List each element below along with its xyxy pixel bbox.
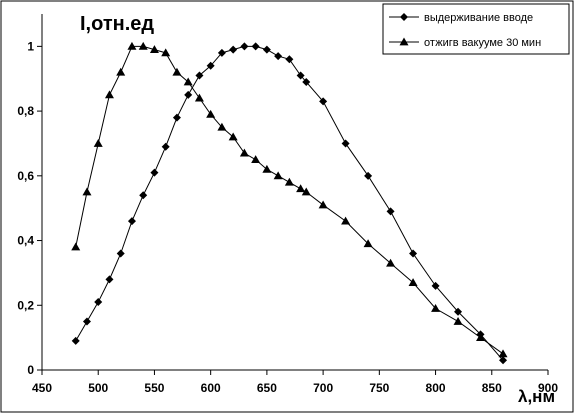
- data-point: [149, 45, 159, 53]
- legend-label: выдерживание вводе: [424, 12, 533, 24]
- data-point: [386, 258, 396, 267]
- data-point: [454, 307, 463, 316]
- data-point: [172, 113, 181, 122]
- data-point: [341, 216, 351, 225]
- x-tick-label: 500: [88, 381, 108, 395]
- data-point: [284, 177, 294, 186]
- data-point: [229, 45, 238, 54]
- data-point: [431, 304, 441, 312]
- x-tick-label: 750: [369, 381, 389, 395]
- data-point: [183, 77, 193, 86]
- data-point: [319, 97, 328, 106]
- data-point: [93, 138, 103, 147]
- data-point: [341, 139, 350, 148]
- data-point: [431, 281, 440, 290]
- series-1: [71, 42, 508, 365]
- legend-marker: [399, 37, 409, 46]
- data-point: [262, 164, 272, 173]
- data-point: [139, 191, 148, 200]
- data-point: [386, 207, 395, 216]
- data-point: [94, 298, 103, 307]
- data-point: [127, 217, 136, 226]
- legend-marker: [400, 13, 408, 21]
- data-point: [273, 171, 283, 180]
- x-tick-label: 550: [144, 381, 164, 395]
- series-layer: [71, 41, 508, 365]
- y-tick-label: 0,4: [17, 234, 34, 248]
- legend: выдерживание вводе отжигв вакууме 30 мин: [382, 3, 570, 55]
- data-point: [161, 48, 171, 57]
- data-point: [296, 71, 305, 80]
- data-point: [408, 278, 418, 286]
- y-tick-label: 0,8: [17, 104, 34, 118]
- data-point: [476, 333, 486, 342]
- data-point: [285, 55, 294, 64]
- x-tick-label: 800: [426, 381, 446, 395]
- y-tick-label: 1: [27, 39, 34, 53]
- data-point: [499, 356, 508, 365]
- data-point: [251, 155, 261, 164]
- data-point: [274, 52, 283, 61]
- data-point: [172, 67, 182, 76]
- data-point: [71, 336, 80, 345]
- series-2: [71, 41, 508, 358]
- data-point: [239, 148, 249, 157]
- x-tick-label: 650: [257, 381, 277, 395]
- data-point: [318, 200, 328, 209]
- data-point: [195, 71, 204, 80]
- y-axis-title: I,отн.ед: [80, 13, 154, 35]
- data-point: [138, 41, 148, 50]
- legend-box: [382, 3, 570, 55]
- data-point: [364, 171, 373, 180]
- data-point: [116, 67, 126, 76]
- data-point: [161, 142, 170, 151]
- data-point: [104, 90, 114, 99]
- data-point: [228, 132, 238, 141]
- data-point: [409, 249, 418, 258]
- data-point: [302, 77, 311, 86]
- data-point: [453, 316, 463, 325]
- x-tick-label: 450: [32, 381, 52, 395]
- data-point: [194, 93, 204, 102]
- data-point: [105, 275, 114, 284]
- x-tick-label: 900: [538, 381, 558, 395]
- y-tick-label: 0,6: [17, 169, 34, 183]
- y-tick-label: 0,2: [17, 298, 34, 312]
- data-point: [82, 187, 92, 196]
- data-point: [217, 122, 227, 131]
- data-point: [251, 42, 260, 51]
- x-tick-label: 600: [201, 381, 221, 395]
- axes: 450 500 550 600 650 700 750 800 850 900 0 0,2 0,4 0,6…: [17, 14, 558, 395]
- data-point: [206, 61, 215, 70]
- data-point: [262, 45, 271, 54]
- data-point: [127, 41, 137, 50]
- data-point: [217, 48, 226, 57]
- data-point: [498, 349, 508, 358]
- data-point: [184, 90, 193, 99]
- legend-label: отжигв вакууме 30 мин: [424, 37, 541, 49]
- y-tick-label: 0: [27, 363, 34, 377]
- data-point: [150, 168, 159, 177]
- data-point: [71, 242, 81, 251]
- x-axis-title: λ,нм: [518, 387, 555, 406]
- x-tick-label: 700: [313, 381, 333, 395]
- data-point: [206, 109, 216, 118]
- data-point: [82, 317, 91, 326]
- data-point: [363, 239, 373, 248]
- data-point: [240, 42, 249, 51]
- x-tick-label: 850: [482, 381, 502, 395]
- data-point: [116, 249, 125, 258]
- data-point: [301, 187, 311, 196]
- data-point: [296, 184, 306, 193]
